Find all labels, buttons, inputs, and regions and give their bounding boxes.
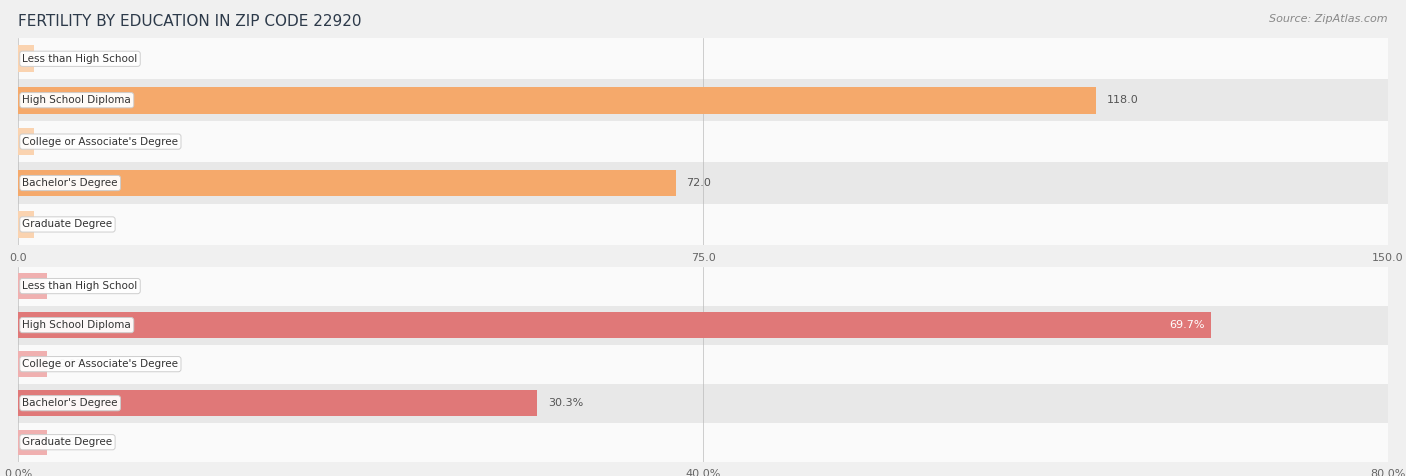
- Text: Bachelor's Degree: Bachelor's Degree: [22, 178, 118, 188]
- Bar: [18, 351, 46, 377]
- Bar: [18, 345, 1388, 384]
- Text: 72.0: 72.0: [686, 178, 711, 188]
- Text: 0.0: 0.0: [45, 137, 62, 147]
- Bar: [18, 306, 1388, 345]
- Bar: [18, 87, 1095, 114]
- Bar: [18, 162, 1388, 204]
- Text: College or Associate's Degree: College or Associate's Degree: [22, 359, 179, 369]
- Bar: [18, 169, 676, 197]
- Bar: [18, 38, 1388, 79]
- Text: 118.0: 118.0: [1107, 95, 1139, 105]
- Text: 0.0: 0.0: [45, 54, 62, 64]
- Text: 69.7%: 69.7%: [1168, 320, 1205, 330]
- Bar: [18, 204, 1388, 245]
- Text: Bachelor's Degree: Bachelor's Degree: [22, 398, 118, 408]
- Bar: [18, 423, 1388, 462]
- Text: High School Diploma: High School Diploma: [22, 320, 131, 330]
- Bar: [18, 384, 1388, 423]
- Text: Less than High School: Less than High School: [22, 54, 138, 64]
- Text: 0.0%: 0.0%: [58, 281, 86, 291]
- Bar: [18, 45, 34, 72]
- Text: Graduate Degree: Graduate Degree: [22, 219, 112, 229]
- Text: 0.0%: 0.0%: [58, 359, 86, 369]
- Bar: [18, 429, 46, 455]
- Text: 0.0%: 0.0%: [58, 437, 86, 447]
- Text: Graduate Degree: Graduate Degree: [22, 437, 112, 447]
- Bar: [18, 390, 537, 416]
- Bar: [18, 267, 1388, 306]
- Text: FERTILITY BY EDUCATION IN ZIP CODE 22920: FERTILITY BY EDUCATION IN ZIP CODE 22920: [18, 14, 361, 30]
- Bar: [18, 128, 34, 155]
- Text: Less than High School: Less than High School: [22, 281, 138, 291]
- Bar: [18, 79, 1388, 121]
- Text: High School Diploma: High School Diploma: [22, 95, 131, 105]
- Text: 30.3%: 30.3%: [548, 398, 583, 408]
- Bar: [18, 273, 46, 299]
- Bar: [18, 121, 1388, 162]
- Bar: [18, 211, 34, 238]
- Text: Source: ZipAtlas.com: Source: ZipAtlas.com: [1270, 14, 1388, 24]
- Text: College or Associate's Degree: College or Associate's Degree: [22, 137, 179, 147]
- Text: 0.0: 0.0: [45, 219, 62, 229]
- Bar: [18, 312, 1212, 338]
